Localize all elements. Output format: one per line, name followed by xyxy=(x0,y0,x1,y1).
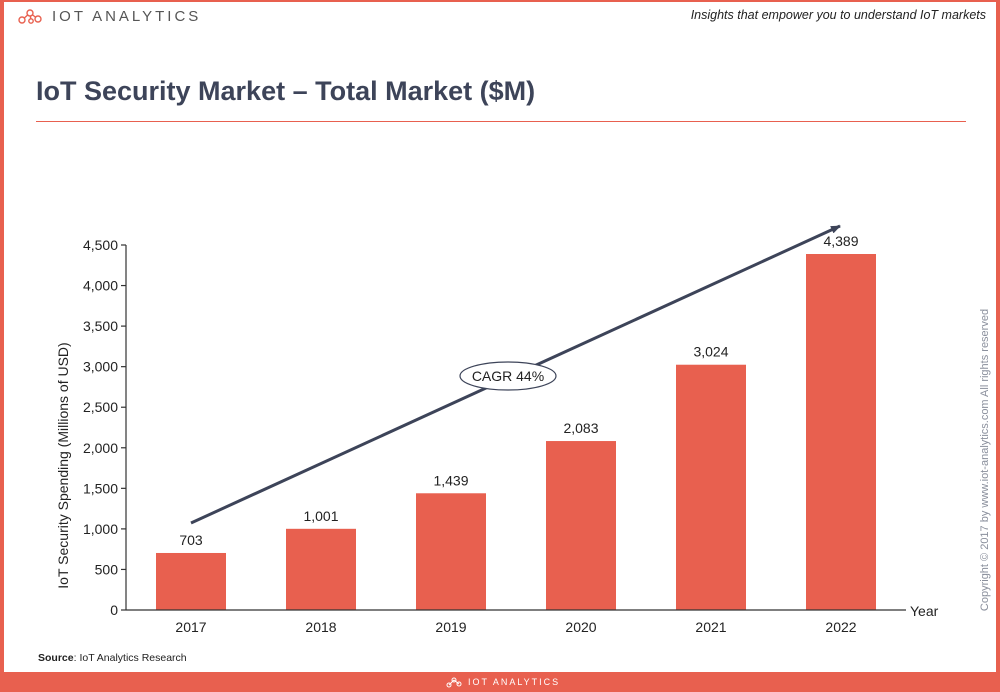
bar-value-label: 4,389 xyxy=(823,233,858,249)
x-tick-label: 2020 xyxy=(565,619,596,635)
y-tick-label: 3,000 xyxy=(83,359,118,375)
footer-logo: IOT ANALYTICS xyxy=(446,674,560,690)
y-tick-label: 3,500 xyxy=(83,318,118,334)
bar xyxy=(286,528,356,610)
footer-bar xyxy=(0,672,1000,692)
x-tick-label: 2021 xyxy=(695,619,726,635)
tagline: Insights that empower you to understand … xyxy=(690,8,986,22)
copyright-notice: Copyright © 2017 by www.iot-analytics.co… xyxy=(979,308,991,612)
source-text: : IoT Analytics Research xyxy=(73,652,187,664)
y-tick-label: 4,500 xyxy=(83,237,118,253)
y-tick-label: 1,000 xyxy=(83,521,118,537)
bar-value-label: 1,001 xyxy=(303,508,338,524)
network-nodes-icon xyxy=(18,9,42,24)
bar xyxy=(156,552,226,610)
y-tick-label: 2,500 xyxy=(83,399,118,415)
y-tick-label: 0 xyxy=(110,602,118,618)
y-tick-label: 2,000 xyxy=(83,440,118,456)
bar xyxy=(676,364,746,610)
bar xyxy=(806,254,876,610)
bar-value-label: 2,083 xyxy=(563,420,598,436)
y-tick-label: 4,000 xyxy=(83,278,118,294)
logo-text: IOT ANALYTICS xyxy=(52,7,202,25)
y-tick-label: 500 xyxy=(95,561,119,577)
bar xyxy=(546,441,616,610)
x-axis-label: Year xyxy=(910,603,939,619)
x-tick-label: 2022 xyxy=(825,619,856,635)
bars: 703 2017 1,001 2018 1,439 2019 2,083 2020 3,024 2… xyxy=(156,233,876,635)
page-title: IoT Security Market – Total Market ($M) xyxy=(36,76,536,106)
footer-logo-text: IOT ANALYTICS xyxy=(468,677,561,687)
y-axis-ticks: 0 500 1,000 1,500 2,000 2,500 3,000 3,500 4,000 4… xyxy=(83,237,126,618)
network-nodes-icon xyxy=(446,677,462,688)
x-tick-label: 2019 xyxy=(435,619,466,635)
title-divider xyxy=(36,121,966,122)
bar xyxy=(416,493,486,610)
bar-value-label: 3,024 xyxy=(693,344,728,360)
source-label: Source xyxy=(38,652,74,664)
x-tick-label: 2018 xyxy=(305,619,336,635)
cagr-annotation-bubble xyxy=(459,361,557,391)
iot-analytics-logo: IOT ANALYTICS xyxy=(18,5,201,27)
source-note: Source: IoT Analytics Research xyxy=(38,652,187,664)
y-tick-label: 1,500 xyxy=(83,480,118,496)
bar-value-label: 1,439 xyxy=(433,472,468,488)
cagr-annotation-label: CAGR 44% xyxy=(472,368,544,384)
bar-value-label: 703 xyxy=(179,532,203,548)
y-axis-label: IoT Security Spending (Millions of USD) xyxy=(55,342,71,588)
x-tick-label: 2017 xyxy=(175,619,206,635)
